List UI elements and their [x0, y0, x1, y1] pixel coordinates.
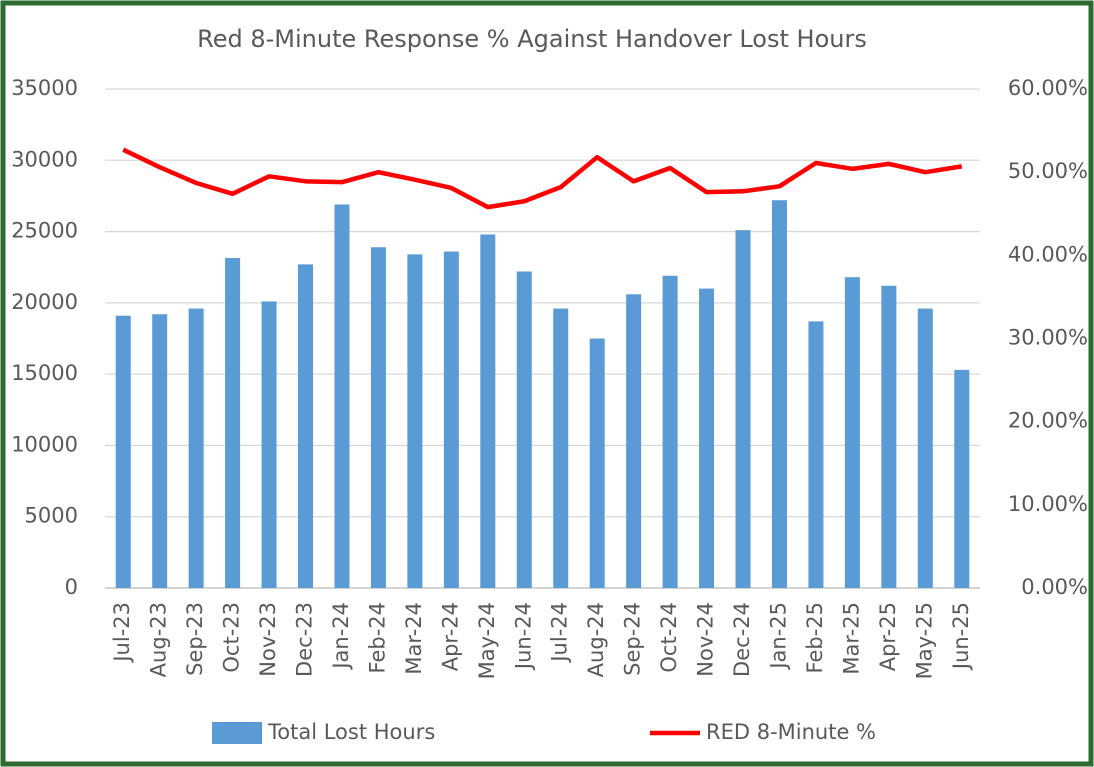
- bar: [370, 247, 386, 589]
- y-tick-label: 5000: [25, 504, 78, 528]
- x-tick-label: Jan-24: [329, 602, 353, 671]
- x-tick-label: Dec-24: [730, 602, 754, 677]
- bar: [225, 257, 241, 588]
- x-tick-label: Mar-24: [402, 602, 426, 675]
- bar: [188, 308, 204, 588]
- bar: [808, 321, 824, 588]
- y-tick-label: 15000: [11, 361, 78, 385]
- bar: [881, 285, 897, 588]
- x-tick-label: Oct-24: [657, 602, 681, 673]
- x-tick-label: Nov-24: [694, 602, 718, 677]
- bar: [298, 264, 314, 588]
- x-tick-label: Nov-23: [256, 602, 280, 677]
- bar: [443, 251, 459, 588]
- y-tick-label: 20000: [11, 290, 78, 314]
- y2-tick-label: 10.00%: [1008, 492, 1088, 516]
- y2-tick-label: 0.00%: [1021, 575, 1088, 599]
- bar: [152, 314, 168, 588]
- y2-tick-label: 40.00%: [1008, 242, 1088, 266]
- chart-title: Red 8-Minute Response % Against Handover…: [197, 25, 867, 53]
- bar: [844, 277, 860, 588]
- x-tick-label: Apr-24: [438, 602, 462, 671]
- x-tick-label: Jan-25: [766, 602, 790, 671]
- x-tick-label: Feb-24: [365, 602, 389, 673]
- bar: [115, 315, 131, 588]
- line: [122, 147, 963, 210]
- y2-tick-label: 50.00%: [1008, 159, 1088, 183]
- bar: [480, 234, 496, 588]
- x-tick-label: Jun-24: [511, 602, 535, 671]
- x-tick-label: May-24: [475, 602, 499, 679]
- x-tick-label: Jun-25: [949, 602, 973, 671]
- x-tick-label: Aug-24: [584, 602, 608, 677]
- bar: [334, 204, 350, 589]
- bar: [699, 288, 715, 588]
- y-tick-label: 30000: [11, 147, 78, 171]
- x-tick-label: Mar-25: [839, 602, 863, 675]
- x-tick-label: Jul-23: [110, 602, 134, 664]
- bar: [407, 254, 423, 588]
- y2-tick-label: 30.00%: [1008, 326, 1088, 350]
- x-tick-label: Sep-24: [621, 602, 645, 676]
- bar: [626, 294, 642, 588]
- legend-label: Total Lost Hours: [267, 720, 435, 744]
- x-tick-label: Jul-24: [548, 602, 572, 664]
- y2-tick-label: 60.00%: [1008, 76, 1088, 100]
- x-tick-label: Oct-23: [220, 602, 244, 673]
- y-tick-label: 35000: [11, 76, 78, 100]
- bar: [553, 308, 569, 588]
- x-tick-label: Aug-23: [147, 602, 171, 677]
- bar: [516, 271, 532, 588]
- x-tick-label: Sep-23: [183, 602, 207, 676]
- bar: [917, 308, 933, 588]
- legend-label: RED 8-Minute %: [706, 720, 876, 744]
- y-tick-label: 0: [65, 575, 78, 599]
- x-tick-label: Apr-25: [876, 602, 900, 671]
- bar: [662, 275, 678, 588]
- bar: [735, 230, 751, 588]
- y-tick-label: 25000: [11, 219, 78, 243]
- bar: [771, 200, 787, 588]
- x-tick-label: May-25: [912, 602, 936, 679]
- legend-swatch: [212, 722, 262, 744]
- x-tick-label: Feb-25: [803, 602, 827, 673]
- bar: [589, 338, 605, 588]
- x-tick-label: Dec-23: [293, 602, 317, 677]
- y2-tick-label: 20.00%: [1008, 409, 1088, 433]
- bar: [261, 301, 277, 588]
- bar: [954, 369, 970, 588]
- y-tick-label: 10000: [11, 432, 78, 456]
